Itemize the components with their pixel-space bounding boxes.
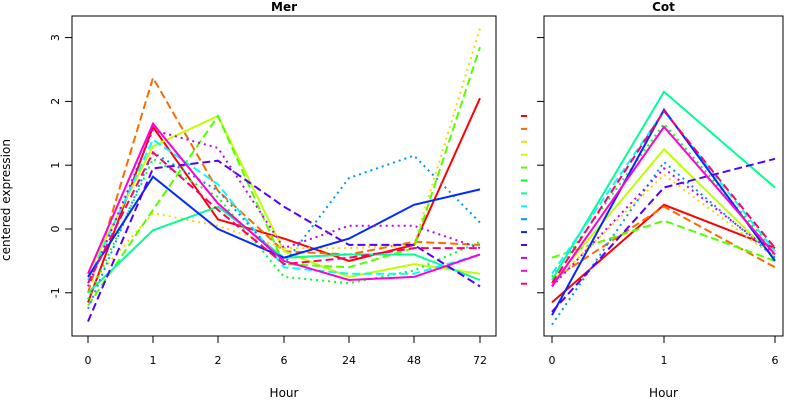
x-tick-label: 1 — [661, 354, 668, 367]
x-tick-label: 6 — [772, 354, 779, 367]
x-tick-label: 0 — [85, 354, 92, 367]
panel-cot: Cot 0 1 6 Hour — [537, 0, 784, 400]
panel-title: Cot — [652, 0, 675, 14]
series-line-s14 — [87, 150, 480, 284]
series-line-s4 — [87, 114, 481, 278]
series-line-s11 — [87, 159, 481, 322]
x-tick-label: 1 — [150, 354, 157, 367]
y-tick-label: 0 — [49, 226, 62, 233]
x-tick-label: 48 — [407, 354, 421, 367]
series-group — [87, 27, 481, 322]
panel-title: Mer — [271, 0, 297, 14]
series-line-s1 — [87, 97, 481, 303]
series-line-s13 — [551, 125, 776, 287]
x-tick-label: 0 — [549, 354, 556, 367]
series-line-s12 — [87, 128, 481, 287]
series-line-s13 — [87, 121, 481, 282]
x-tick-label: 6 — [281, 354, 288, 367]
series-line-s11 — [551, 157, 776, 313]
series-line-s4 — [551, 147, 776, 284]
x-axis-label: Hour — [649, 386, 678, 400]
y-tick-label: -1 — [49, 287, 62, 298]
y-axis-label: centered expression — [0, 139, 13, 261]
series-line-s12 — [551, 167, 776, 288]
series-line-s9 — [551, 160, 776, 326]
y-tick-label: 3 — [49, 34, 62, 41]
plot-frame — [543, 15, 784, 337]
x-axis-label: Hour — [270, 386, 299, 400]
panel-mer: Mer 0 1 2 6 24 48 72 Hour -1 0 1 2 3 — [49, 0, 497, 400]
y-tick-label: 1 — [49, 162, 62, 169]
legend — [521, 115, 527, 285]
series-line-s14 — [551, 109, 776, 284]
series-line-s10 — [87, 175, 481, 278]
series-line-s8 — [87, 138, 481, 281]
series-line-s3 — [87, 27, 481, 288]
series-line-s7 — [551, 90, 776, 281]
y-tick-label: 2 — [49, 98, 62, 105]
series-group — [551, 90, 776, 326]
x-tick-label: 24 — [342, 354, 356, 367]
x-tick-label: 72 — [473, 354, 487, 367]
x-tick-label: 2 — [215, 354, 222, 367]
